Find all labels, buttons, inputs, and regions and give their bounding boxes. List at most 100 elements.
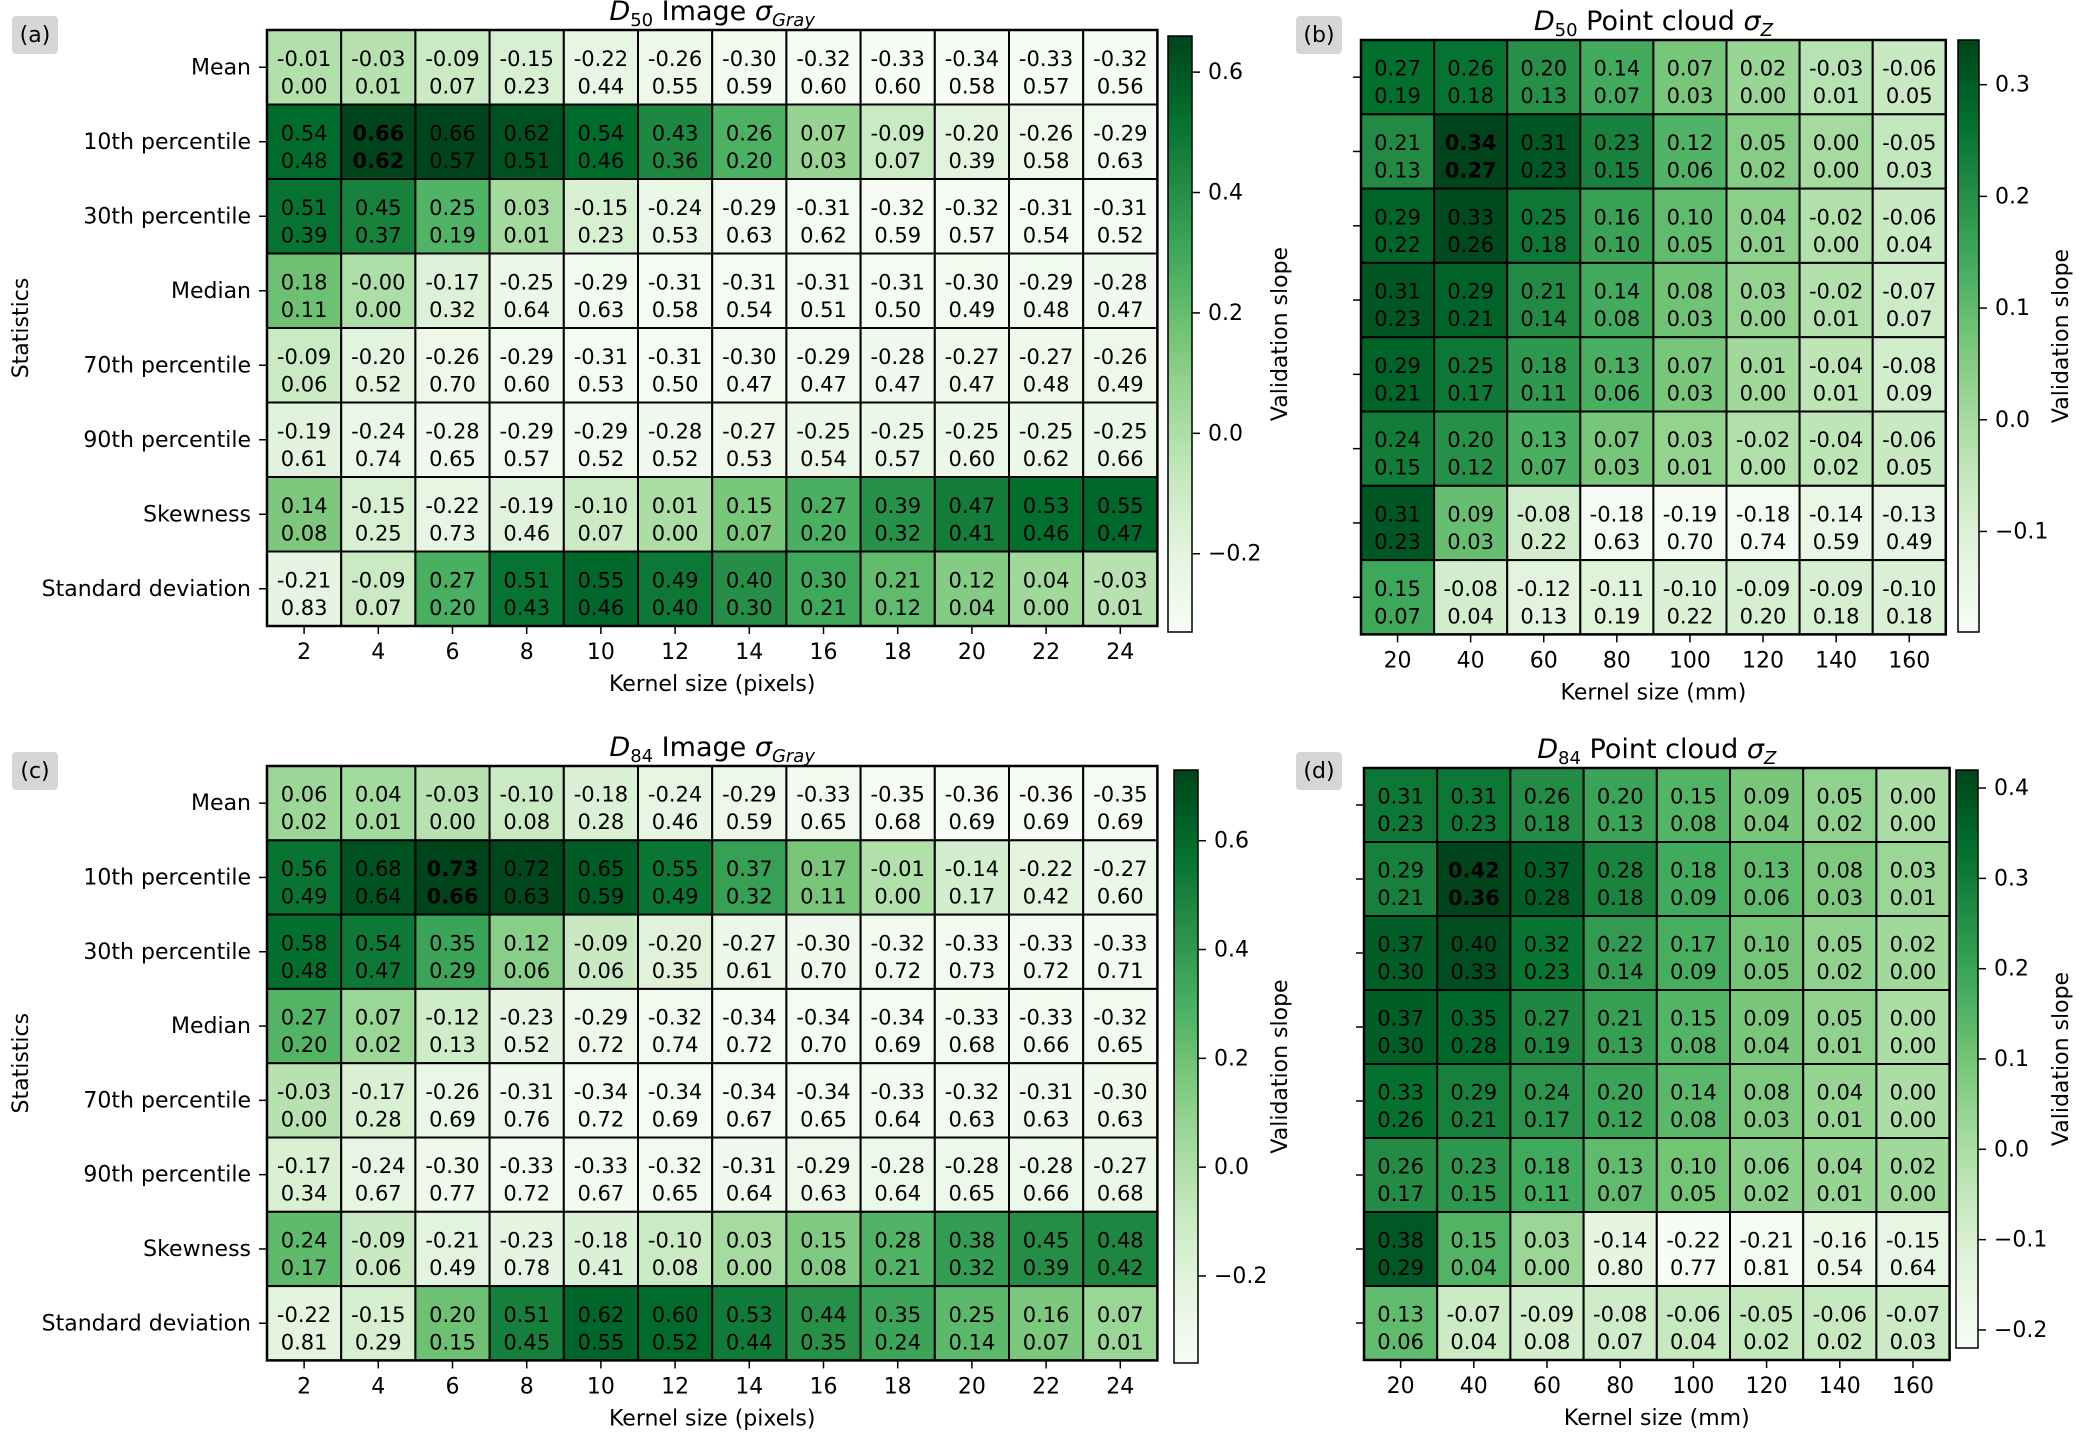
cell-slope-label: -0.21: [1739, 1229, 1793, 1253]
cell-slope-label: -0.03: [1809, 57, 1863, 81]
cell-second-label: 0.60: [949, 447, 996, 471]
cell-slope-label: 0.15: [800, 1229, 847, 1253]
cell-second-label: 0.04: [1743, 1034, 1790, 1058]
cell-second-label: 0.69: [652, 1107, 699, 1131]
cell-second-label: 0.09: [1886, 381, 1933, 405]
heatmap-cell: [933, 1285, 1010, 1362]
heatmap-cell: [266, 550, 343, 627]
cell-second-label: 0.01: [1813, 307, 1860, 331]
x-tick-label: 160: [1888, 648, 1930, 673]
panel-title: D84 Point cloud σZ: [1537, 734, 1777, 769]
cell-second-label: 0.32: [726, 885, 773, 909]
cell-slope-label: 0.34: [1445, 131, 1497, 155]
cell-second-label: 0.70: [800, 959, 847, 983]
cell-slope-label: -0.30: [1093, 1080, 1147, 1104]
x-tick-label: 2: [297, 640, 311, 665]
cell-slope-label: 0.10: [1667, 205, 1714, 229]
cell-slope-label: 0.18: [1520, 354, 1567, 378]
cell-slope-label: -0.17: [425, 270, 479, 294]
cell-second-label: 0.09: [1670, 886, 1717, 910]
cell-second-label: 0.21: [1377, 886, 1424, 910]
cell-second-label: 0.72: [1023, 959, 1070, 983]
x-tick-label: 40: [1457, 648, 1485, 673]
cell-second-label: 0.83: [281, 596, 328, 620]
heatmap-cell: [1360, 187, 1436, 264]
cell-slope-label: 0.04: [1816, 1081, 1863, 1105]
cell-second-label: 0.05: [1670, 1182, 1717, 1206]
cell-second-label: 0.73: [429, 521, 476, 545]
cell-slope-label: -0.04: [1809, 428, 1863, 452]
cell-slope-label: 0.47: [949, 494, 996, 518]
cell-slope-label: -0.31: [574, 345, 628, 369]
cell-slope-label: -0.23: [500, 1006, 554, 1030]
heatmap-cell: [637, 765, 714, 842]
cell-slope-label: -0.25: [796, 419, 850, 443]
cell-slope-label: 0.53: [726, 1303, 773, 1327]
panel-tag: (c): [12, 752, 58, 790]
colorbar-bar: [1955, 769, 1979, 1349]
cell-second-label: 0.78: [503, 1256, 550, 1280]
cell-second-label: 0.01: [1813, 84, 1860, 108]
heatmap-cell: [1506, 113, 1582, 190]
cell-second-label: 0.00: [1890, 1182, 1937, 1206]
heatmap-cell: [1436, 1063, 1512, 1139]
cell-second-label: 0.08: [1670, 812, 1717, 836]
cell-slope-label: -0.19: [1663, 503, 1717, 527]
heatmap-cell: [1652, 559, 1728, 636]
heatmap-cell: [637, 1210, 714, 1288]
cell-second-label: 0.23: [1520, 159, 1567, 183]
cell-second-label: 0.72: [726, 1033, 773, 1057]
cell-second-label: 0.49: [1097, 372, 1144, 396]
cell-second-label: 0.13: [1597, 812, 1644, 836]
cell-slope-label: 0.08: [1816, 859, 1863, 883]
cell-slope-label: -0.34: [945, 47, 999, 71]
cell-slope-label: -0.31: [1093, 196, 1147, 220]
cell-slope-label: -0.31: [722, 270, 776, 294]
heatmap-cell: [1436, 1211, 1512, 1287]
cell-slope-label: 0.01: [652, 494, 699, 518]
cell-second-label: 0.03: [1743, 1108, 1790, 1132]
cell-slope-label: 0.38: [1377, 1229, 1424, 1253]
cell-slope-label: -0.02: [1736, 428, 1790, 452]
cell-second-label: 0.17: [1447, 381, 1494, 405]
cell-slope-label: -0.08: [1443, 577, 1497, 601]
colorbar-tick-label: 0.3: [1995, 73, 2030, 98]
colorbar-tick-label: 0.4: [1214, 938, 1249, 963]
cell-slope-label: 0.35: [429, 931, 476, 955]
x-tick-label: 40: [1460, 1374, 1488, 1399]
heatmap-cell: [1725, 484, 1801, 562]
y-tick-label: Median: [171, 279, 251, 304]
heatmap-cell: [340, 29, 417, 106]
heatmap-cell: [1082, 1062, 1159, 1139]
title-sym-sub: Gray: [772, 10, 815, 31]
cell-slope-label: -0.09: [871, 121, 925, 145]
heatmap-cell: [1360, 410, 1436, 487]
cell-second-label: 0.58: [949, 74, 996, 98]
cell-second-label: 0.20: [800, 521, 847, 545]
heatmap-cell: [785, 1062, 862, 1139]
cell-second-label: 0.05: [1886, 456, 1933, 480]
cell-slope-label: -0.30: [945, 270, 999, 294]
cell-slope-label: 0.05: [1816, 933, 1863, 957]
cell-second-label: 0.08: [1670, 1034, 1717, 1058]
x-axis-label: Kernel size (pixels): [609, 1406, 815, 1431]
cell-second-label: 0.02: [1816, 960, 1863, 984]
cell-second-label: 0.00: [1890, 812, 1937, 836]
heatmap-cell: [1655, 915, 1732, 991]
cell-second-label: 0.54: [1023, 223, 1070, 247]
x-tick-label: 16: [810, 640, 838, 665]
heatmap-cell: [1082, 178, 1159, 255]
cell-second-label: 0.12: [1447, 456, 1494, 480]
cell-slope-label: -0.09: [277, 345, 331, 369]
cell-second-label: 0.06: [1667, 159, 1714, 183]
panel-tag: (a): [12, 16, 58, 54]
cell-slope-label: -0.12: [425, 1006, 479, 1030]
cell-slope-label: 0.18: [281, 270, 328, 294]
cell-slope-label: 0.25: [1520, 205, 1567, 229]
cell-second-label: 0.06: [355, 1256, 402, 1280]
cell-second-label: 0.07: [1886, 307, 1933, 331]
heatmap-cell: [933, 765, 1010, 842]
colorbar-tick-label: 0.2: [1994, 957, 2029, 982]
cell-second-label: 0.81: [281, 1330, 328, 1354]
cell-second-label: 0.36: [1448, 886, 1500, 910]
